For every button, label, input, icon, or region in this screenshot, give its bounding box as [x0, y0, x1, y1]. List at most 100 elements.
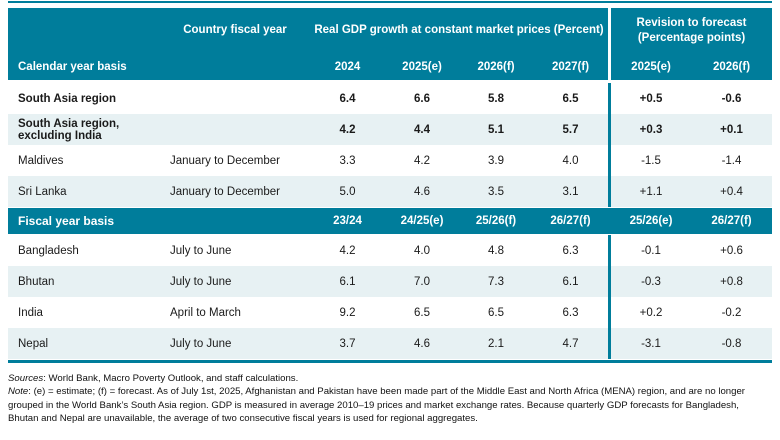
revision-group-header: Revision to forecast (Percentage points): [636, 17, 747, 44]
col-header-2627f: 26/27(f): [550, 215, 591, 227]
header-left-block: Country fiscal year Real GDP growth at c…: [8, 8, 608, 80]
cell-value: 4.0: [414, 244, 430, 257]
cell-value: 6.5: [562, 92, 579, 105]
cell-value: 3.9: [488, 154, 504, 167]
cell-value: 5.1: [488, 123, 504, 136]
cell-value: 6.3: [562, 306, 579, 319]
calendar-year-basis-label: Calendar year basis: [18, 60, 127, 73]
cell-value: 4.4: [414, 123, 430, 136]
note-text-block: Note: (e) = estimate; (f) = forecast. As…: [8, 385, 772, 425]
gdp-growth-group-header: Real GDP growth at constant market price…: [314, 24, 604, 37]
cell-value: 7.3: [488, 275, 504, 288]
cell-revision: -0.1: [641, 244, 661, 257]
table-row-maldives: Maldives January to December 3.3 4.2 3.9…: [8, 145, 772, 176]
row-fiscal-year: January to December: [170, 154, 280, 167]
cell-revision: -0.8: [721, 337, 742, 350]
col-header-2526f: 25/26(f): [475, 215, 517, 227]
country-fiscal-year-header: Country fiscal year: [183, 24, 287, 37]
calendar-rows: South Asia region 6.4 6.6 5.8 6.5 +0.5 -…: [8, 83, 772, 207]
row-fiscal-year: July to June: [170, 275, 232, 288]
cell-revision: -0.3: [641, 275, 661, 288]
cell-revision: +0.3: [639, 123, 663, 136]
cell-value: 7.0: [414, 275, 430, 288]
sources-text: : World Bank, Macro Poverty Outlook, and…: [43, 373, 299, 384]
fiscal-year-basis-header-row: Fiscal year basis 23/24 24/25(e) 25/26(f…: [8, 208, 772, 234]
cell-value: 6.3: [562, 244, 579, 257]
cell-revision: +1.1: [639, 185, 663, 198]
vertical-divider: [608, 266, 611, 297]
table-row-sri-lanka: Sri Lanka January to December 5.0 4.6 3.…: [8, 176, 772, 207]
cell-revision: -1.4: [721, 154, 742, 167]
col-header-2425e: 24/25(e): [400, 215, 444, 227]
cell-value: 4.8: [488, 244, 504, 257]
vertical-divider: [608, 297, 611, 328]
col-header-2026f: 2026(f): [477, 60, 515, 73]
cell-revision: +0.4: [720, 185, 743, 198]
cell-revision: +0.5: [639, 92, 663, 105]
sources-note: Sources: World Bank, Macro Poverty Outlo…: [8, 372, 772, 385]
cell-revision: +0.6: [720, 244, 743, 257]
table-row-bhutan: Bhutan July to June 6.1 7.0 7.3 6.1 -0.3…: [8, 266, 772, 297]
cell-value: 3.5: [488, 185, 504, 198]
fiscal-year-basis-label: Fiscal year basis: [18, 214, 115, 228]
row-fiscal-year: July to June: [170, 337, 232, 350]
row-name: South Asia region: [18, 92, 116, 105]
cell-revision: +0.2: [639, 306, 663, 319]
cell-value: 4.2: [339, 244, 356, 257]
bottom-border-line: [8, 360, 772, 363]
cell-value: 4.2: [414, 154, 430, 167]
cell-value: 6.5: [488, 306, 504, 319]
cell-revision: -0.6: [721, 92, 742, 105]
rev-col-header-2526e: 25/26(e): [629, 215, 673, 227]
sources-label: Sources: [8, 373, 44, 384]
footnotes: Sources: World Bank, Macro Poverty Outlo…: [8, 372, 772, 426]
cell-value: 9.2: [339, 306, 356, 319]
cell-value: 4.6: [414, 185, 430, 198]
cell-revision: -3.1: [641, 337, 661, 350]
col-header-2324: 23/24: [333, 215, 362, 227]
cell-value: 2.1: [488, 337, 504, 350]
cell-revision: +0.8: [720, 275, 743, 288]
table-row-south-asia: South Asia region 6.4 6.6 5.8 6.5 +0.5 -…: [8, 83, 772, 114]
row-name: Sri Lanka: [18, 185, 67, 198]
col-header-2024: 2024: [334, 60, 361, 73]
cell-value: 4.7: [562, 337, 579, 350]
table-row-south-asia-excl-india: South Asia region, excluding India 4.2 4…: [8, 114, 772, 145]
row-name: Maldives: [18, 154, 64, 167]
vertical-divider: [608, 83, 611, 114]
cell-value: 6.6: [414, 92, 430, 105]
cell-value: 6.4: [339, 92, 356, 105]
header-gap-column: [608, 8, 611, 80]
cell-value: 3.3: [339, 154, 356, 167]
note-text: : (e) = estimate; (f) = forecast. As of …: [8, 386, 745, 425]
cell-value: 5.0: [339, 185, 356, 198]
fiscal-rows: Bangladesh July to June 4.2 4.0 4.8 6.3 …: [8, 235, 772, 359]
col-header-2027f: 2027(f): [551, 60, 590, 73]
cell-value: 4.6: [414, 337, 430, 350]
row-name: Bangladesh: [18, 244, 79, 257]
rev-col-header-2025e: 2025(e): [631, 60, 671, 73]
cell-value: 5.8: [488, 92, 504, 105]
vertical-divider: [608, 145, 611, 176]
col-header-2025e: 2025(e): [402, 60, 442, 73]
vertical-divider: [608, 176, 611, 207]
table-row-bangladesh: Bangladesh July to June 4.2 4.0 4.8 6.3 …: [8, 235, 772, 266]
table-header: Country fiscal year Real GDP growth at c…: [8, 8, 772, 80]
vertical-divider: [608, 235, 611, 266]
cell-value: 6.1: [562, 275, 579, 288]
cell-value: 6.1: [339, 275, 356, 288]
header-right-block: Revision to forecast (Percentage points)…: [611, 8, 772, 80]
cell-value: 6.5: [414, 306, 430, 319]
cell-value: 3.1: [562, 185, 579, 198]
row-name: Nepal: [18, 337, 49, 350]
cell-revision: +0.1: [720, 123, 743, 136]
top-border-line: [8, 1, 772, 3]
cell-value: 4.0: [562, 154, 579, 167]
rev-col-header-2026f: 2026(f): [712, 60, 751, 73]
header-spacer: [8, 8, 160, 53]
cell-value: 4.2: [339, 123, 356, 136]
table-row-india: India April to March 9.2 6.5 6.5 6.3 +0.…: [8, 297, 772, 328]
row-name: Bhutan: [18, 275, 55, 288]
cell-value: 5.7: [562, 123, 579, 136]
